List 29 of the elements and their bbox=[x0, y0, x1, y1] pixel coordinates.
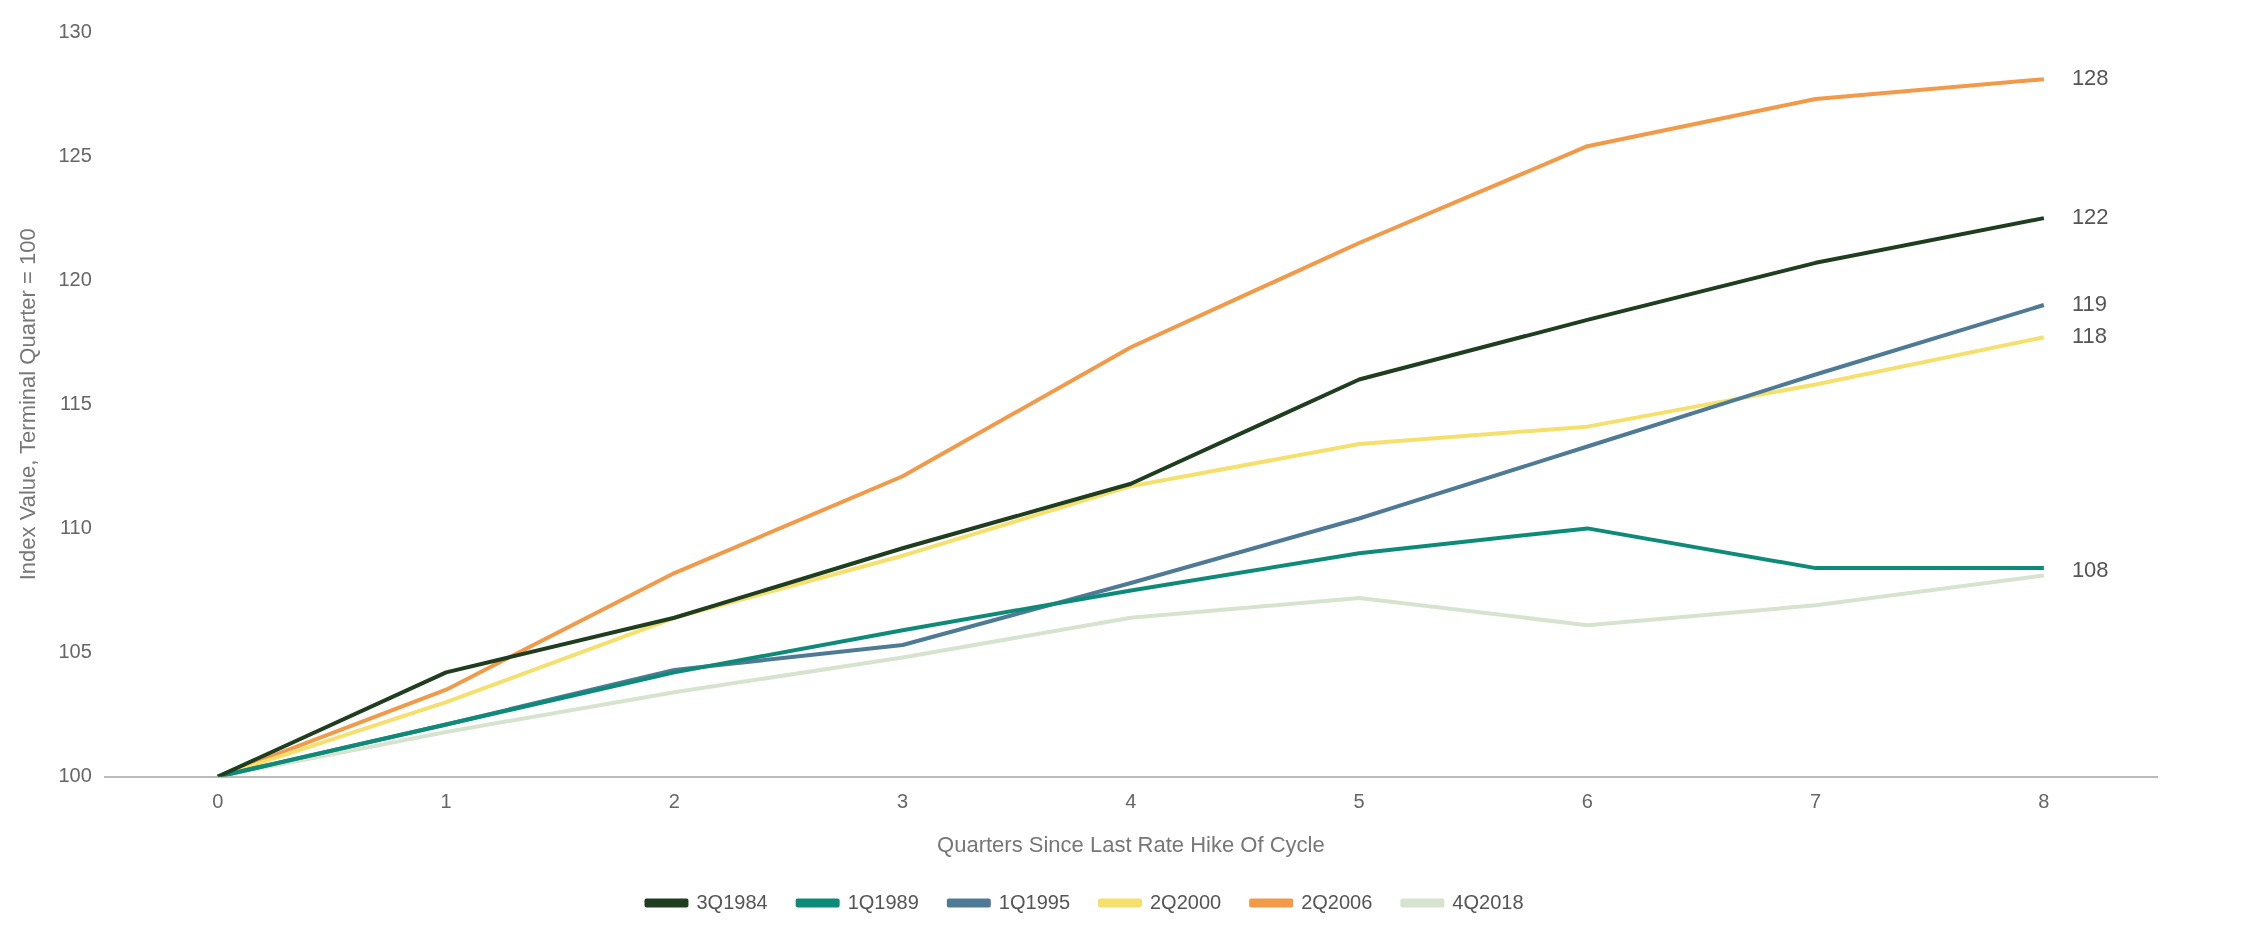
legend-label: 2Q2000 bbox=[1150, 890, 1222, 913]
x-axis-title: Quarters Since Last Rate Hike Of Cycle bbox=[937, 831, 1325, 857]
x-tick-label: 1 bbox=[440, 790, 452, 813]
annotation: 128 bbox=[2071, 65, 2109, 91]
legend-label: 1Q1989 bbox=[847, 890, 919, 913]
annotation: 108 bbox=[2071, 556, 2109, 582]
x-tick-label: 2 bbox=[668, 790, 680, 813]
y-axis-title: Index Value, Terminal Quarter = 100 bbox=[15, 228, 41, 581]
x-tick-label: 8 bbox=[2038, 790, 2050, 813]
y-tick-label: 125 bbox=[58, 143, 92, 166]
x-tick-label: 0 bbox=[212, 790, 224, 813]
annotation: 119 bbox=[2071, 291, 2107, 317]
x-tick-label: 7 bbox=[1810, 790, 1822, 813]
annotation: 118 bbox=[2071, 323, 2107, 349]
y-tick-label: 110 bbox=[59, 515, 92, 538]
x-tick-label: 3 bbox=[897, 790, 909, 813]
annotation: 122 bbox=[2071, 204, 2109, 230]
y-tick-label: 100 bbox=[58, 764, 92, 787]
y-tick-label: 130 bbox=[58, 19, 92, 42]
y-tick-label: 120 bbox=[58, 267, 92, 290]
x-tick-label: 4 bbox=[1125, 790, 1137, 813]
y-tick-label: 115 bbox=[59, 391, 92, 414]
y-tick-label: 105 bbox=[58, 640, 92, 663]
legend-label: 1Q1995 bbox=[998, 890, 1070, 913]
legend-label: 3Q1984 bbox=[696, 890, 768, 913]
legend-label: 4Q2018 bbox=[1452, 890, 1524, 913]
x-tick-label: 6 bbox=[1581, 790, 1593, 813]
x-tick-label: 5 bbox=[1353, 790, 1365, 813]
legend-label: 2Q2006 bbox=[1301, 890, 1373, 913]
